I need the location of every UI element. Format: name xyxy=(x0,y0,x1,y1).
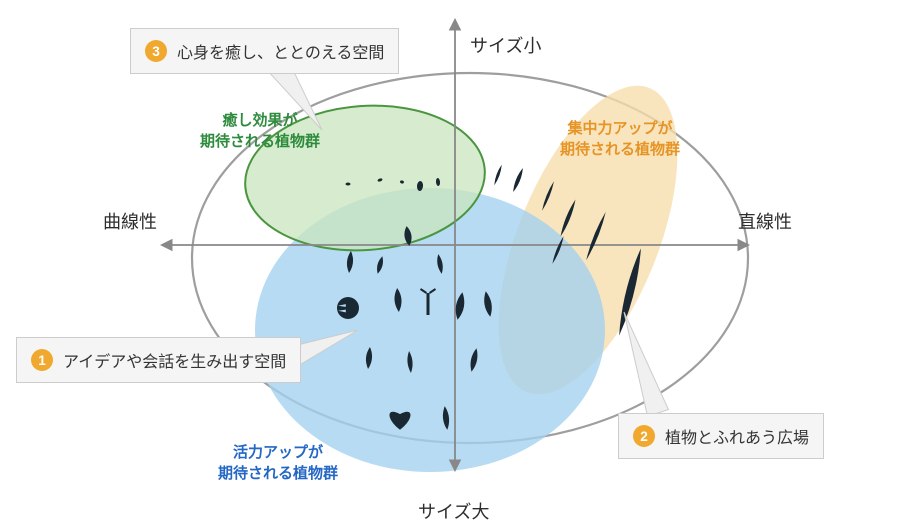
axis-label-right: 直線性 xyxy=(738,208,792,234)
region-label-focus: 集中力アップが期待される植物群 xyxy=(560,118,680,160)
axis-label-left: 曲線性 xyxy=(103,208,157,234)
callout-plant-plaza: 2 植物とふれあう広場 xyxy=(618,413,824,459)
callout-badge-1-icon: 1 xyxy=(31,349,53,371)
axis-label-bottom: サイズ大 xyxy=(418,498,489,524)
callout-text: 植物とふれあう広場 xyxy=(665,424,809,448)
callout-text: アイデアや会話を生み出す空間 xyxy=(63,348,286,372)
callout-text: 心身を癒し、ととのえる空間 xyxy=(177,39,384,63)
axis-label-top: サイズ小 xyxy=(470,32,541,58)
callout-healing-space: 3 心身を癒し、ととのえる空間 xyxy=(130,28,399,74)
region-label-healing: 癒し効果が期待される植物群 xyxy=(200,110,320,152)
callout-idea-space: 1 アイデアや会話を生み出す空間 xyxy=(16,337,301,383)
callout-badge-2-icon: 2 xyxy=(633,425,655,447)
callout-badge-3-icon: 3 xyxy=(145,40,167,62)
region-label-vitality: 活力アップが期待される植物群 xyxy=(218,442,338,484)
